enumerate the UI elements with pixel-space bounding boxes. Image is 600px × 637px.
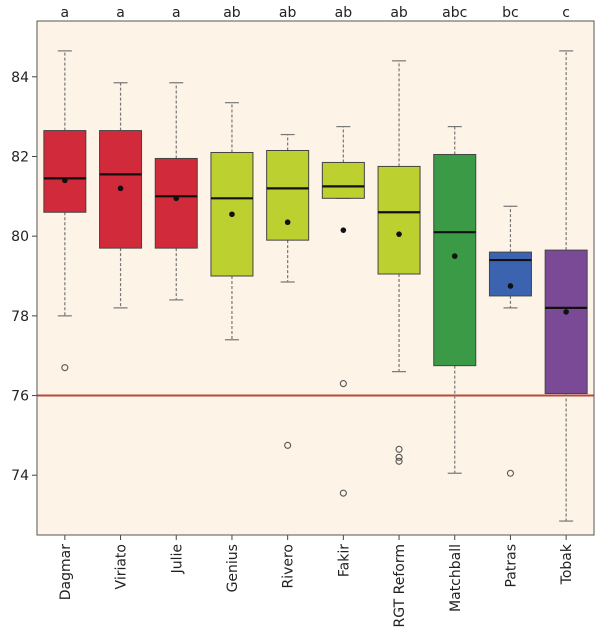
outlier-point: [284, 441, 292, 449]
x-axis: Dagmar Viriato Julie Genius Rivero Fakir RGT R…: [58, 535, 575, 627]
mean-point: [507, 283, 514, 289]
box-iqr: [321, 161, 365, 199]
x-tick-label: Matchball: [448, 544, 464, 612]
group-letter: ab: [335, 5, 353, 21]
group-letter: a: [61, 5, 70, 21]
mean-point: [563, 309, 569, 315]
box-fakir: [321, 125, 365, 497]
y-tick-label: 76: [11, 389, 29, 405]
x-tick-label: Julie: [169, 544, 185, 574]
outlier-point: [339, 380, 347, 388]
group-letter: a: [116, 5, 125, 21]
box-iqr: [433, 153, 477, 367]
group-letter: bc: [502, 5, 519, 21]
y-axis: 74 76 78 80 82 84: [11, 70, 37, 484]
y-tick-label: 74: [11, 468, 29, 484]
group-letter: abc: [442, 5, 467, 21]
x-tick-label: Patras: [503, 544, 519, 588]
mean-point: [173, 195, 180, 202]
box-viriato: [99, 82, 143, 309]
group-letter: ab: [390, 5, 408, 21]
box-julie: [154, 82, 198, 301]
outlier-point: [61, 364, 69, 372]
outlier-point: [339, 489, 347, 497]
outlier-point: [395, 453, 403, 461]
box-iqr: [154, 157, 198, 249]
box-rgt-reform: [377, 60, 421, 465]
x-tick-label: Dagmar: [58, 544, 74, 600]
group-letter: ab: [279, 5, 297, 21]
x-tick-label: Viriato: [114, 544, 130, 589]
box-rivero: [266, 133, 310, 449]
mean-point: [62, 177, 68, 184]
mean-point: [451, 253, 458, 259]
group-letter: a: [172, 5, 181, 21]
group-letter: c: [562, 5, 570, 21]
outlier-point: [395, 457, 403, 465]
box-genius: [210, 102, 254, 341]
outlier-point: [395, 445, 403, 453]
box-iqr: [544, 249, 588, 395]
plot-frame: [36, 20, 595, 536]
y-tick-label: 82: [11, 149, 29, 165]
x-tick-label: Fakir: [336, 544, 352, 577]
y-tick-label: 78: [11, 309, 29, 325]
x-tick-label: Genius: [225, 544, 241, 592]
x-tick-label: Rivero: [281, 544, 297, 589]
mean-point: [284, 219, 291, 226]
group-letter: ab: [223, 5, 241, 21]
box-dagmar: [43, 50, 87, 372]
box-iqr: [377, 165, 421, 275]
mean-point: [229, 211, 235, 218]
x-tick-label: RGT Reform: [392, 544, 408, 627]
x-tick-label: Tobak: [559, 543, 575, 585]
box-iqr: [43, 130, 87, 213]
mean-point: [340, 227, 347, 233]
y-tick-label: 84: [11, 70, 29, 86]
box-iqr: [266, 149, 310, 241]
box-patras: [488, 205, 532, 477]
mean-point: [117, 185, 124, 192]
box-tobak: [544, 50, 588, 522]
y-tick-label: 80: [11, 229, 29, 245]
box-matchball: [433, 125, 477, 474]
boxes-layer: [43, 50, 588, 522]
mean-point: [396, 231, 402, 237]
group-letters: a a a ab ab ab ab abc bc c: [61, 5, 570, 21]
box-iqr: [488, 251, 532, 297]
outlier-point: [506, 469, 515, 477]
